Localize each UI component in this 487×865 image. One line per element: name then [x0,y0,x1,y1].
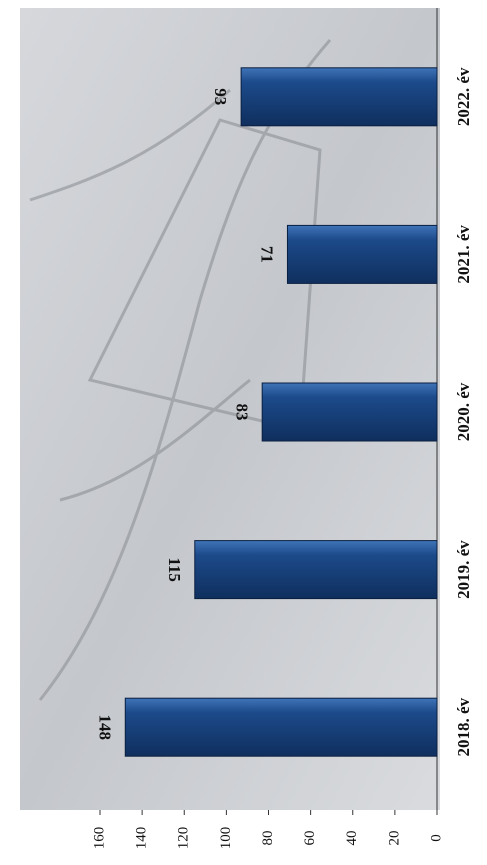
bar [286,224,438,284]
category-label: 2021. év [454,225,473,284]
value-tick-label: 0 [428,834,444,842]
data-label: 83 [232,404,251,421]
value-tick-label: 160 [91,827,107,850]
data-label: 93 [211,88,230,105]
value-tick-label: 120 [176,827,192,850]
data-label: 71 [258,246,277,263]
bar [261,382,438,442]
category-label: 2019. év [454,540,473,599]
value-tick-label: 140 [134,827,150,850]
value-tick-label: 100 [218,827,234,850]
bar [124,697,438,757]
data-label: 115 [165,557,184,582]
data-label: 148 [95,714,114,740]
category-label: 2022. év [454,67,473,126]
value-tick-label: 20 [386,831,402,846]
bar [240,67,438,127]
value-tick-label: 60 [302,831,318,846]
value-tick-label: 40 [344,831,360,846]
category-label: 2020. év [454,382,473,441]
value-tick-label: 80 [260,831,276,846]
bar [194,540,438,600]
category-label: 2018. év [454,697,473,756]
